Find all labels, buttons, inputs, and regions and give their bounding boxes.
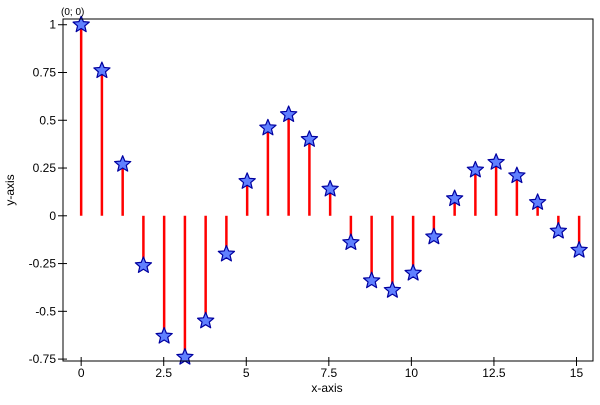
star-marker [404, 264, 422, 281]
star-marker [466, 160, 485, 178]
plot-frame [62, 18, 594, 362]
stem-lines-group [79, 24, 581, 358]
y-tick-label: 0.5 [39, 113, 56, 127]
origin-annotation: (0; 0) [61, 7, 84, 18]
star-marker [528, 193, 547, 210]
star-marker [425, 227, 443, 245]
star-marker [217, 244, 236, 262]
star-marker [549, 221, 568, 239]
x-ticks-group: 0 2.5 5 7.5 10 12.5 15 [78, 357, 584, 380]
star-marker [508, 166, 526, 184]
x-tick-label: 0 [78, 366, 85, 380]
x-tick-label: 10 [405, 366, 419, 380]
star-marker [93, 61, 111, 79]
star-marker [487, 153, 505, 170]
x-tick-label: 12.5 [482, 366, 506, 380]
y-tick-label: -0.5 [35, 304, 56, 318]
y-tick-label: -0.25 [29, 257, 57, 271]
star-marker [321, 179, 339, 197]
star-marker [445, 189, 464, 207]
star-marker [342, 233, 360, 251]
star-marker [383, 281, 402, 298]
star-marker [238, 172, 256, 189]
x-tick-label: 2.5 [155, 366, 172, 380]
y-tick-label: 0 [49, 209, 56, 223]
star-marker [570, 241, 588, 258]
y-tick-label: 0.25 [33, 161, 57, 175]
star-marker [155, 327, 173, 344]
star-marker [196, 311, 215, 329]
star-marker [113, 155, 132, 172]
x-axis-label: x-axis [311, 381, 342, 395]
star-marker [259, 118, 277, 136]
y-axis-label: y-axis [3, 174, 17, 205]
x-tick-label: 15 [570, 366, 584, 380]
star-marker [362, 271, 381, 289]
plot-frame-group [62, 18, 594, 362]
y-tick-label: 1 [49, 18, 56, 32]
star-marker [72, 15, 90, 33]
x-tick-label: 7.5 [320, 366, 337, 380]
star-markers-group [72, 15, 588, 365]
star-marker [279, 105, 298, 123]
star-marker [300, 130, 319, 147]
y-tick-label: 0.75 [33, 65, 57, 79]
y-ticks-group: -0.75 -0.5 -0.25 0 0.25 0.5 0.75 1 [29, 18, 67, 366]
star-marker [134, 256, 153, 273]
x-tick-label: 5 [243, 366, 250, 380]
y-tick-label: -0.75 [29, 352, 57, 366]
